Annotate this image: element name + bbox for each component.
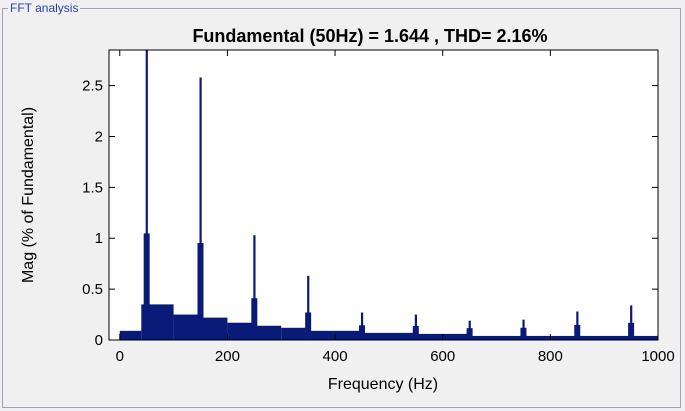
harmonic-shoulder-250hz [251, 298, 258, 340]
x-tick-label: 0 [116, 348, 124, 365]
harmonic-peak-350hz [307, 275, 310, 340]
harmonic-shoulder-950hz [628, 322, 635, 340]
noise-floor-segment-3 [203, 317, 228, 340]
harmonic-shoulder-150hz [197, 243, 204, 340]
y-tick-label: 1 [95, 230, 103, 247]
fft-panel-frame [2, 8, 681, 408]
x-axis-label: Frequency (Hz) [328, 376, 438, 393]
harmonic-shoulder-550hz [412, 326, 419, 340]
plot-frame [108, 49, 659, 341]
harmonic-shoulder-50hz [143, 233, 150, 340]
y-axis-label: Mag (% of Fundamental) [20, 107, 37, 283]
y-tick-label: 0 [95, 332, 103, 349]
y-tick-label: 1.5 [82, 179, 103, 196]
noise-floor-segment-10 [469, 335, 658, 340]
harmonic-shoulder-850hz [574, 324, 581, 340]
x-tick-label: 800 [538, 348, 563, 365]
noise-floor-segment-2 [173, 314, 198, 340]
x-tick-label: 1000 [641, 348, 674, 365]
noise-floor-segment-6 [281, 327, 306, 340]
harmonic-peak-150hz [199, 77, 202, 340]
noise-floor-segment-4 [227, 322, 252, 340]
y-tick-label: 2.5 [82, 78, 103, 95]
harmonic-peak-950hz [630, 305, 633, 340]
noise-floor-segment-5 [257, 325, 282, 340]
noise-floor-segment-8 [361, 332, 416, 340]
y-tick-label: 0.5 [82, 281, 103, 298]
harmonic-shoulder-650hz [466, 328, 473, 340]
noise-floor-segment-7 [310, 330, 362, 340]
chart-title: Fundamental (50Hz) = 1.644 , THD= 2.16% [192, 26, 547, 46]
harmonic-shoulder-350hz [305, 312, 312, 340]
spectrum-bars [119, 50, 658, 340]
plot-area [109, 50, 658, 340]
x-tick-label: 200 [215, 348, 240, 365]
harmonic-shoulder-450hz [358, 325, 365, 340]
harmonic-shoulder-750hz [520, 327, 527, 340]
x-tick-label: 600 [430, 348, 455, 365]
x-tick-label: 400 [323, 348, 348, 365]
harmonic-peak-50hz [145, 50, 148, 340]
harmonic-peak-250hz [253, 235, 256, 340]
panel-title: FFT analysis [8, 1, 81, 15]
noise-floor-segment-0 [119, 330, 142, 340]
y-tick-label: 2 [95, 128, 103, 145]
axis-ticks: 0 200 400 600 800 1000 0 0.5 1 1.5 2 2.5 [82, 50, 675, 365]
